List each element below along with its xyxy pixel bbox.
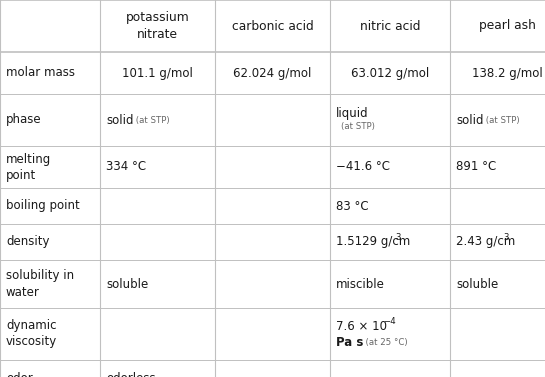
Text: 334 °C: 334 °C	[106, 161, 146, 173]
Text: −41.6 °C: −41.6 °C	[336, 161, 390, 173]
Text: carbonic acid: carbonic acid	[232, 20, 313, 32]
Text: 83 °C: 83 °C	[336, 199, 368, 213]
Text: solid: solid	[106, 113, 134, 127]
Text: (at STP): (at STP)	[341, 123, 375, 132]
Text: (at 25 °C): (at 25 °C)	[360, 337, 408, 346]
Text: 7.6 × 10: 7.6 × 10	[336, 320, 387, 334]
Text: phase: phase	[6, 113, 41, 127]
Text: liquid: liquid	[336, 107, 368, 121]
Text: odor: odor	[6, 371, 33, 377]
Text: (at STP): (at STP)	[483, 115, 519, 124]
Text: nitric acid: nitric acid	[360, 20, 420, 32]
Text: pearl ash: pearl ash	[479, 20, 536, 32]
Text: Pa s: Pa s	[336, 336, 364, 348]
Text: odorless: odorless	[106, 371, 156, 377]
Text: 3: 3	[395, 233, 401, 242]
Text: 891 °C: 891 °C	[456, 161, 496, 173]
Text: soluble: soluble	[456, 277, 498, 291]
Text: 2.43 g/cm: 2.43 g/cm	[456, 236, 515, 248]
Text: −4: −4	[383, 317, 396, 326]
Text: solid: solid	[456, 113, 483, 127]
Text: 62.024 g/mol: 62.024 g/mol	[233, 66, 312, 80]
Text: (at STP): (at STP)	[133, 115, 169, 124]
Text: potassium
nitrate: potassium nitrate	[126, 11, 189, 41]
Text: 3: 3	[503, 233, 508, 242]
Text: dynamic
viscosity: dynamic viscosity	[6, 319, 57, 348]
Text: density: density	[6, 236, 50, 248]
Text: solubility in
water: solubility in water	[6, 270, 74, 299]
Text: 101.1 g/mol: 101.1 g/mol	[122, 66, 193, 80]
Text: boiling point: boiling point	[6, 199, 80, 213]
Text: miscible: miscible	[336, 277, 385, 291]
Text: 1.5129 g/cm: 1.5129 g/cm	[336, 236, 410, 248]
Text: 63.012 g/mol: 63.012 g/mol	[351, 66, 429, 80]
Text: 138.2 g/mol: 138.2 g/mol	[472, 66, 543, 80]
Text: soluble: soluble	[106, 277, 148, 291]
Text: molar mass: molar mass	[6, 66, 75, 80]
Text: melting
point: melting point	[6, 153, 51, 181]
